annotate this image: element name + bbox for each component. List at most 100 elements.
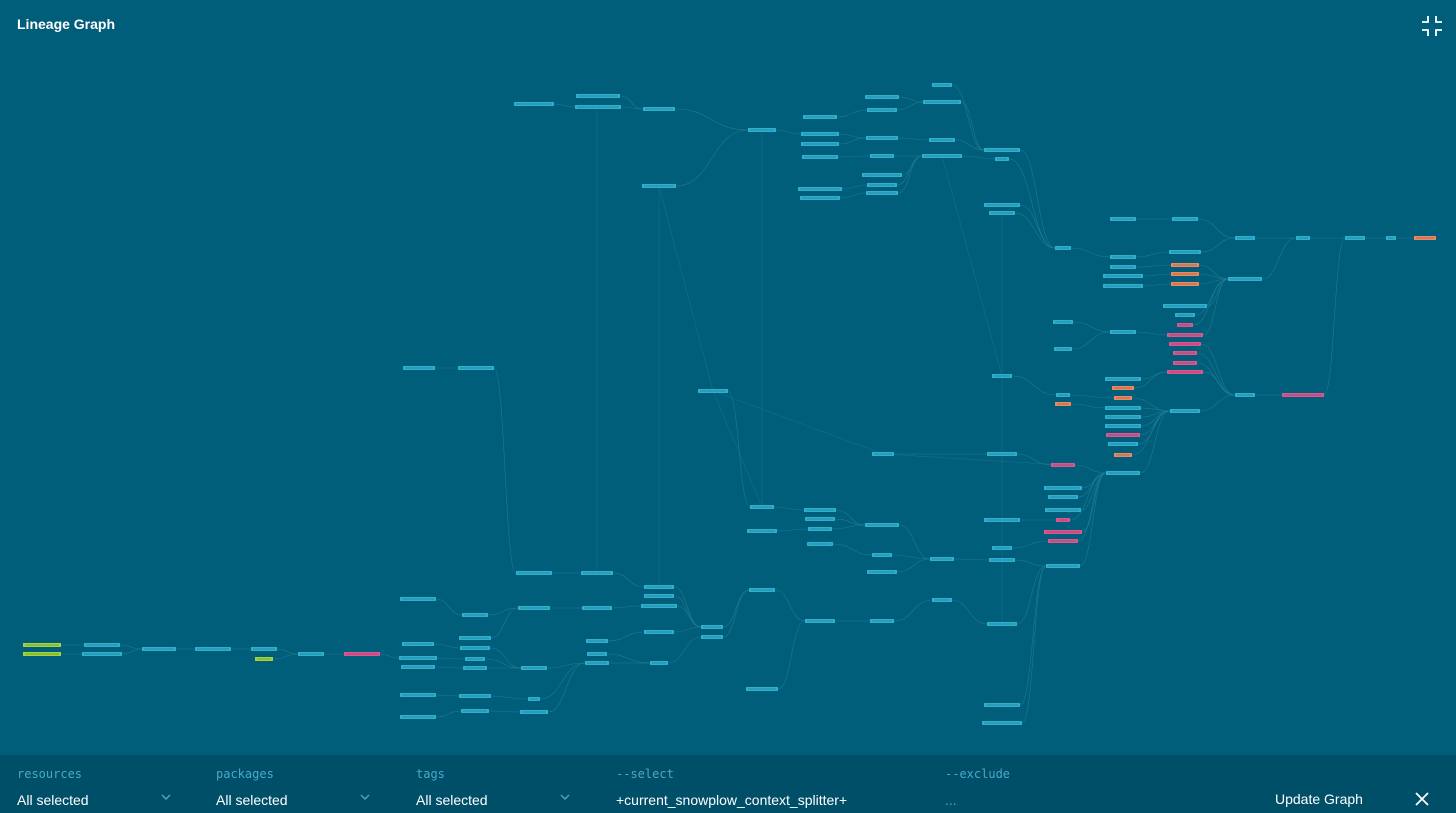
lineage-graph-svg[interactable] [0,48,1456,754]
graph-node[interactable] [581,571,613,575]
graph-node[interactable] [932,83,952,87]
graph-node[interactable] [750,505,774,509]
graph-node[interactable] [1106,471,1140,475]
select-input[interactable]: +current_snowplow_context_splitter+ [616,792,848,808]
graph-node-selected[interactable] [1044,530,1082,534]
graph-node[interactable] [403,366,435,370]
graph-node[interactable] [1046,564,1080,568]
graph-node[interactable] [798,187,842,191]
graph-node[interactable] [528,697,540,701]
graph-node[interactable] [995,157,1009,161]
graph-node[interactable] [460,646,490,650]
graph-node-selected[interactable] [1048,539,1078,543]
graph-node[interactable] [23,652,61,656]
graph-node[interactable] [514,102,554,106]
graph-node[interactable] [516,571,552,575]
graph-node-selected[interactable] [344,652,380,656]
graph-node-selected[interactable] [1173,361,1197,365]
graph-node[interactable] [748,128,776,132]
graph-node[interactable] [459,694,491,698]
graph-node[interactable] [803,115,837,119]
graph-node[interactable] [400,693,436,697]
graph-node[interactable] [1108,442,1138,446]
graph-node[interactable] [402,642,434,646]
graph-node[interactable] [804,508,836,512]
graph-node[interactable] [82,652,122,656]
graph-node[interactable] [800,196,840,200]
graph-node[interactable] [747,529,777,533]
graph-node[interactable] [1054,347,1072,351]
graph-node[interactable] [930,557,954,561]
graph-node[interactable] [1169,250,1201,254]
chevron-down-icon[interactable] [560,793,570,801]
graph-node[interactable] [1235,393,1255,397]
graph-node[interactable] [929,138,955,142]
graph-node[interactable] [650,661,668,665]
graph-node[interactable] [1110,330,1136,334]
graph-node-selected[interactable] [1173,351,1197,355]
graph-node[interactable] [801,142,839,146]
graph-node[interactable] [987,622,1017,626]
graph-node[interactable] [463,666,487,670]
chevron-down-icon[interactable] [360,793,370,801]
graph-node[interactable] [1171,282,1199,286]
graph-node[interactable] [401,665,435,669]
graph-node[interactable] [805,619,835,623]
resources-value[interactable]: All selected [17,792,89,808]
graph-node[interactable] [984,203,1020,207]
graph-node[interactable] [84,643,120,647]
graph-node[interactable] [749,588,775,592]
graph-node[interactable] [867,183,897,187]
graph-node[interactable] [807,542,833,546]
graph-node[interactable] [1056,393,1070,397]
graph-node[interactable] [1175,313,1195,317]
graph-node[interactable] [459,636,491,640]
graph-node[interactable] [1110,217,1136,221]
graph-node[interactable] [870,619,894,623]
graph-node[interactable] [251,647,277,651]
graph-node[interactable] [298,652,324,656]
graph-node[interactable] [867,108,897,112]
graph-node[interactable] [984,148,1020,152]
graph-node[interactable] [1114,396,1132,400]
graph-node[interactable] [1345,236,1365,240]
graph-node[interactable] [586,639,608,643]
graph-node[interactable] [643,107,675,111]
graph-node[interactable] [865,95,899,99]
graph-node[interactable] [862,173,902,177]
graph-node[interactable] [582,606,612,610]
graph-node[interactable] [1386,236,1396,240]
graph-node[interactable] [801,132,839,136]
graph-node[interactable] [984,703,1020,707]
graph-node[interactable] [992,546,1012,550]
graph-node[interactable] [1171,272,1199,276]
graph-node[interactable] [989,211,1015,215]
graph-node[interactable] [866,136,898,140]
graph-node-selected[interactable] [1167,370,1203,374]
graph-node[interactable] [1055,246,1071,250]
graph-node[interactable] [1048,495,1078,499]
graph-node[interactable] [585,661,609,665]
graph-node[interactable] [1103,284,1143,288]
graph-node[interactable] [644,594,674,598]
graph-node[interactable] [1055,402,1071,406]
graph-node[interactable] [518,606,550,610]
graph-node[interactable] [462,613,488,617]
graph-node[interactable] [989,558,1015,562]
graph-node[interactable] [865,523,899,527]
collapse-icon[interactable] [1421,15,1443,37]
graph-node[interactable] [465,657,485,661]
graph-node[interactable] [701,635,723,639]
graph-node[interactable] [587,652,607,656]
graph-node[interactable] [644,630,674,634]
close-icon[interactable] [1414,791,1430,807]
graph-node[interactable] [701,625,723,629]
graph-node[interactable] [1110,265,1136,269]
graph-node[interactable] [932,598,952,602]
graph-node[interactable] [1053,320,1073,324]
graph-node[interactable] [987,452,1017,456]
graph-node-selected[interactable] [1056,518,1070,522]
graph-node[interactable] [1045,508,1081,512]
graph-node[interactable] [872,452,894,456]
graph-node[interactable] [698,389,728,393]
